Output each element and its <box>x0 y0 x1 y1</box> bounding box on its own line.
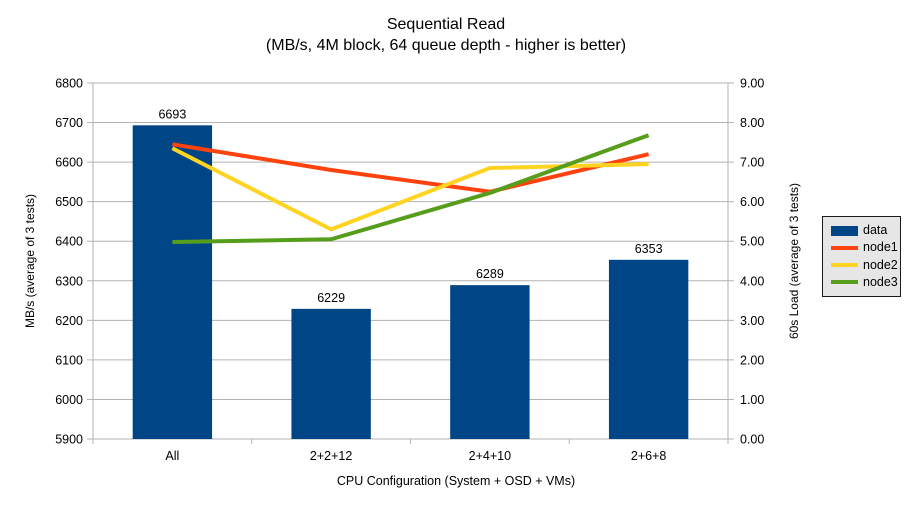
chart-title-block: Sequential Read (MB/s, 4M block, 64 queu… <box>0 14 892 56</box>
left-axis-tick-label: 6600 <box>55 156 83 170</box>
right-axis-tick-label: 9.00 <box>740 77 764 91</box>
right-axis-tick-label: 6.00 <box>740 195 764 209</box>
x-category-label: 2+2+12 <box>310 449 352 463</box>
legend-item-node2: node2 <box>831 257 898 272</box>
right-axis-tick-label: 3.00 <box>740 314 764 328</box>
left-axis-tick-label: 6200 <box>55 314 83 328</box>
left-axis-tick-label: 6000 <box>55 393 83 407</box>
bar-2+2+12 <box>291 308 371 439</box>
legend-label-node3: node3 <box>863 274 898 289</box>
legend-item-data: data <box>831 224 897 237</box>
node1-series-swatch <box>831 245 858 250</box>
left-axis-tick-label: 6700 <box>55 116 83 130</box>
legend-item-node3: node3 <box>831 274 898 289</box>
x-category-label: 2+6+8 <box>631 449 667 463</box>
legend: data node1 node2 node3 <box>822 216 901 297</box>
bar-value-label: 6693 <box>158 107 186 121</box>
data-series-swatch <box>831 225 858 236</box>
bar-2+6+8 <box>608 259 689 439</box>
legend-item-node1: node1 <box>831 240 898 255</box>
bar-2+4+10 <box>450 285 530 439</box>
x-category-label: All <box>165 449 179 463</box>
right-axis-tick-label: 8.00 <box>740 116 764 130</box>
node3-series-swatch <box>831 280 858 285</box>
line-series-node3 <box>172 133 650 245</box>
bar-value-label: 6289 <box>476 267 504 281</box>
bar-All <box>132 125 213 439</box>
left-axis-tick-label: 6400 <box>55 235 83 249</box>
left-axis-tick-label: 6100 <box>55 353 83 367</box>
left-axis-tick-label: 5900 <box>55 433 83 447</box>
left-axis-tick-label: 6800 <box>55 77 83 91</box>
node2-series-swatch <box>831 263 858 268</box>
right-axis-tick-label: 1.00 <box>740 393 764 407</box>
bar-value-label: 6353 <box>635 242 663 256</box>
chart-subtitle: (MB/s, 4M block, 64 queue depth - higher… <box>265 37 627 54</box>
left-axis-title: MB/s (average of 3 tests) <box>23 193 37 329</box>
line-series-node1 <box>172 142 650 194</box>
right-axis-tick-label: 0.00 <box>740 433 764 447</box>
right-axis-tick-label: 5.00 <box>740 235 764 249</box>
left-axis-tick-label: 6300 <box>55 274 83 288</box>
right-axis-tick-label: 2.00 <box>740 353 764 367</box>
right-axis-tick-label: 4.00 <box>740 274 764 288</box>
legend-label-node1: node1 <box>863 240 898 255</box>
legend-label-data: data <box>863 223 888 237</box>
left-axis-tick-label: 6500 <box>55 195 83 209</box>
x-axis-title: CPU Configuration (System + OSD + VMs) <box>336 474 576 488</box>
legend-label-node2: node2 <box>863 257 898 272</box>
chart-title: Sequential Read <box>386 16 506 33</box>
right-axis-title: 60s Load (average of 3 tests) <box>787 182 801 340</box>
bar-value-label: 6229 <box>317 291 345 305</box>
x-category-label: 2+4+10 <box>469 449 511 463</box>
right-axis-tick-label: 7.00 <box>740 156 764 170</box>
